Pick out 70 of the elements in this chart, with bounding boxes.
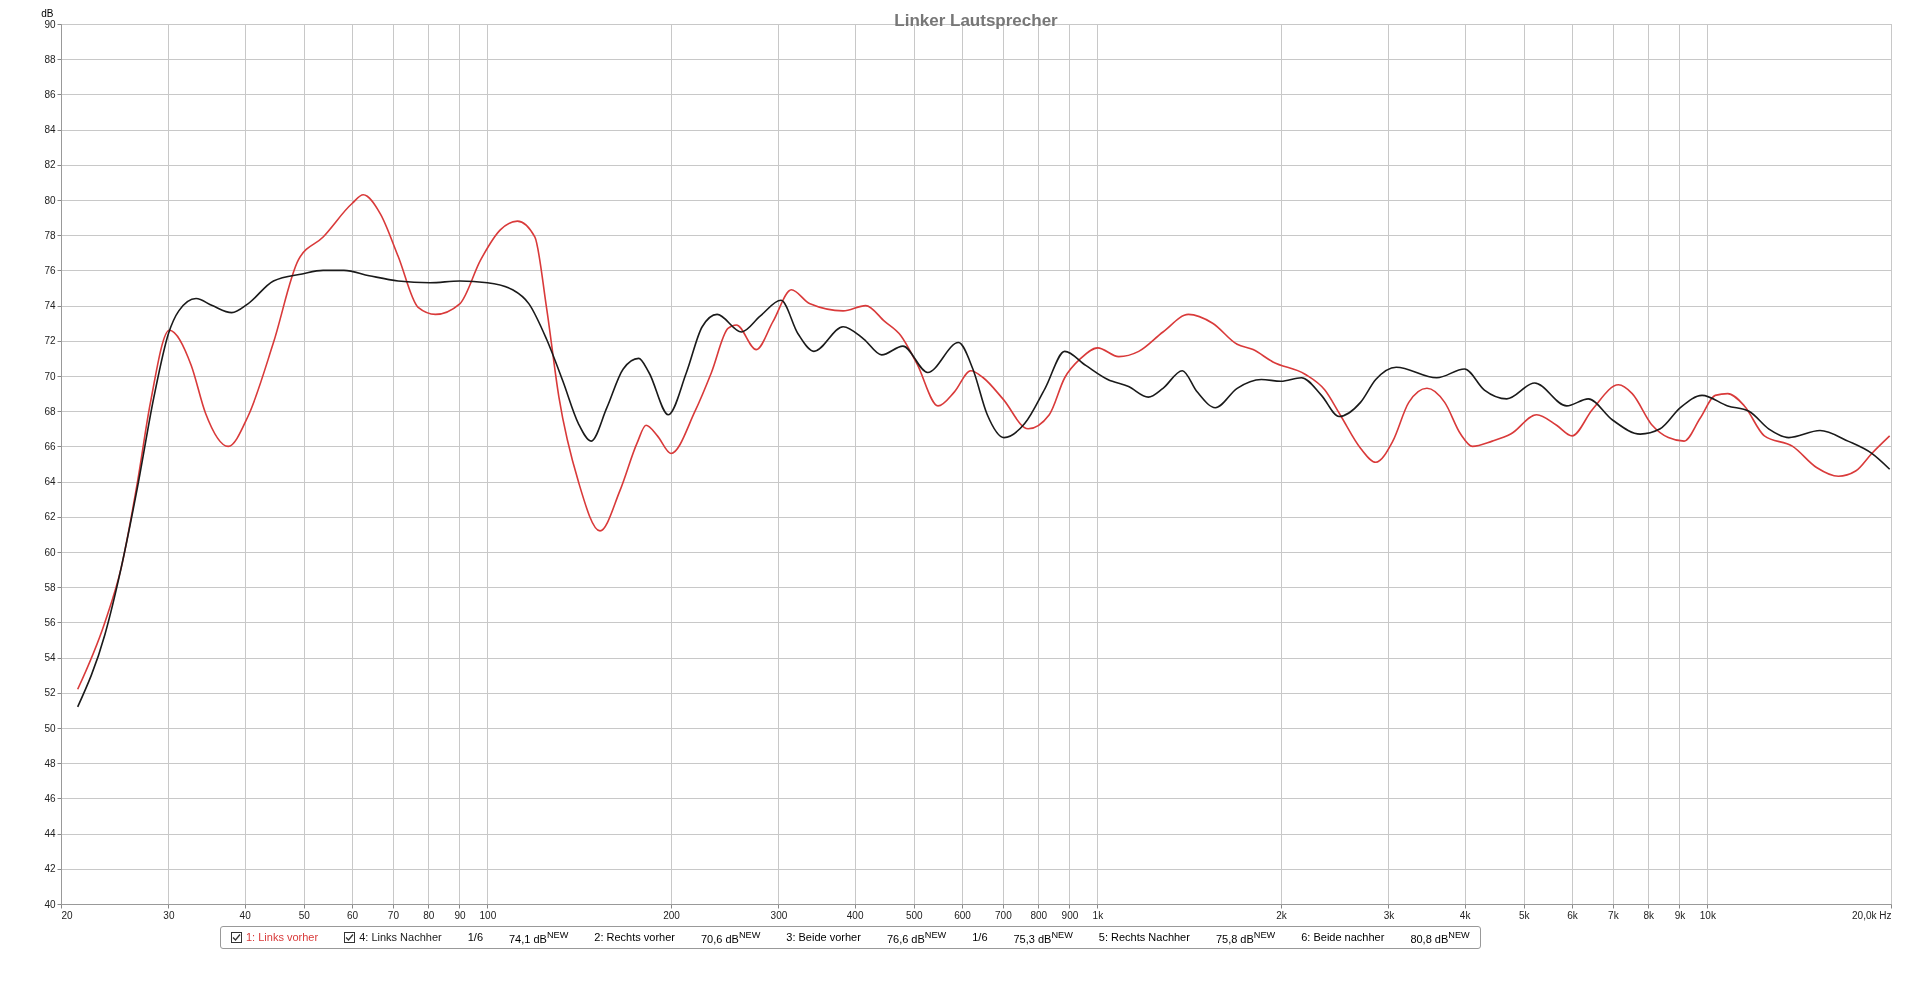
x-tick-label: 800: [1030, 909, 1048, 921]
y-axis-title: dB: [41, 7, 54, 19]
x-tick-label: 90: [454, 909, 466, 921]
x-tick-label: 3k: [1383, 909, 1396, 921]
y-tick-label: 62: [44, 511, 56, 523]
y-tick-label: 46: [44, 792, 56, 804]
x-tick-label: 1k: [1092, 909, 1105, 921]
x-tick-label: 80: [423, 909, 435, 921]
text: 6: Beide nachher: [1301, 931, 1385, 944]
x-tick-label: 5k: [1518, 909, 1531, 921]
text: 2: Rechts vorher: [594, 931, 675, 944]
x-tick-label: 700: [995, 909, 1013, 921]
x-tick-label: 2k: [1276, 909, 1288, 921]
x-tick-label: 60: [346, 909, 359, 921]
x-tick-label: 8k: [1643, 909, 1656, 921]
y-tick-label: 86: [44, 88, 56, 100]
y-tick-label: 76: [44, 264, 56, 276]
y-tick-label: 70: [44, 370, 56, 382]
x-tick-label: 70: [387, 909, 400, 921]
chart-title: Linker Lautsprecher: [894, 11, 1059, 30]
y-tick-label: 50: [44, 722, 56, 734]
y-tick-label: 56: [44, 616, 56, 628]
y-tick-label: 84: [44, 124, 56, 136]
text: 76,6 dB$^{NEW}$: [886, 930, 947, 945]
y-tick-label: 64: [44, 476, 56, 488]
y-tick-label: 66: [44, 440, 56, 452]
x-tick-label: 500: [905, 909, 924, 921]
text: 75,3 dB$^{NEW}$: [1013, 930, 1073, 945]
text: 1/6: [467, 931, 483, 944]
x-tick-label: 9k: [1674, 909, 1687, 921]
y-tick-label: 54: [44, 652, 56, 664]
x-tick-label: 200: [663, 909, 681, 921]
text: 1: Links vorher: [246, 931, 319, 944]
y-tick-label: 74: [44, 300, 56, 312]
x-tick-label: 30: [163, 909, 175, 921]
text: 74,1 dB$^{NEW}$: [509, 930, 569, 945]
text: 1/6: [972, 931, 988, 944]
y-tick-label: 82: [44, 159, 56, 171]
y-tick-label: 44: [44, 828, 56, 840]
y-tick-label: 68: [44, 405, 56, 417]
text: 70,6 dB$^{NEW}$: [701, 930, 761, 945]
y-tick-label: 42: [44, 863, 56, 875]
y-tick-label: 88: [44, 53, 56, 65]
text: 80,8 dB$^{NEW}$: [1410, 930, 1470, 945]
x-tick-label: 6k: [1567, 909, 1579, 921]
y-tick-label: 78: [44, 229, 56, 241]
y-tick-label: 40: [44, 898, 56, 910]
y-tick-label: 72: [44, 335, 56, 347]
y-tick-label: 58: [44, 581, 56, 593]
x-tick-label: 20: [61, 909, 74, 921]
x-tick-label: 10k: [1699, 909, 1717, 921]
x-tick-label: 40: [239, 909, 252, 921]
x-tick-label: 600: [954, 909, 972, 921]
y-tick-label: 90: [44, 18, 56, 30]
y-tick-label: 80: [44, 194, 56, 206]
x-tick-label: 100: [479, 909, 497, 921]
x-tick-label: 20,0k Hz: [1852, 909, 1892, 921]
y-tick-label: 52: [44, 687, 56, 699]
x-tick-label: 900: [1061, 909, 1079, 921]
x-tick-label: 7k: [1608, 909, 1620, 921]
x-tick-label: 50: [298, 909, 311, 921]
text: 4: Links Nachher: [359, 931, 442, 944]
text: 75,8 dB$^{NEW}$: [1215, 930, 1276, 945]
x-tick-label: 4k: [1459, 909, 1472, 921]
y-tick-label: 48: [44, 757, 56, 769]
y-tick-label: 60: [44, 546, 56, 558]
x-tick-label: 300: [770, 909, 788, 921]
text: 5: Rechts Nachher: [1098, 931, 1190, 944]
text: 3: Beide vorher: [786, 931, 861, 944]
x-tick-label: 400: [846, 909, 864, 921]
